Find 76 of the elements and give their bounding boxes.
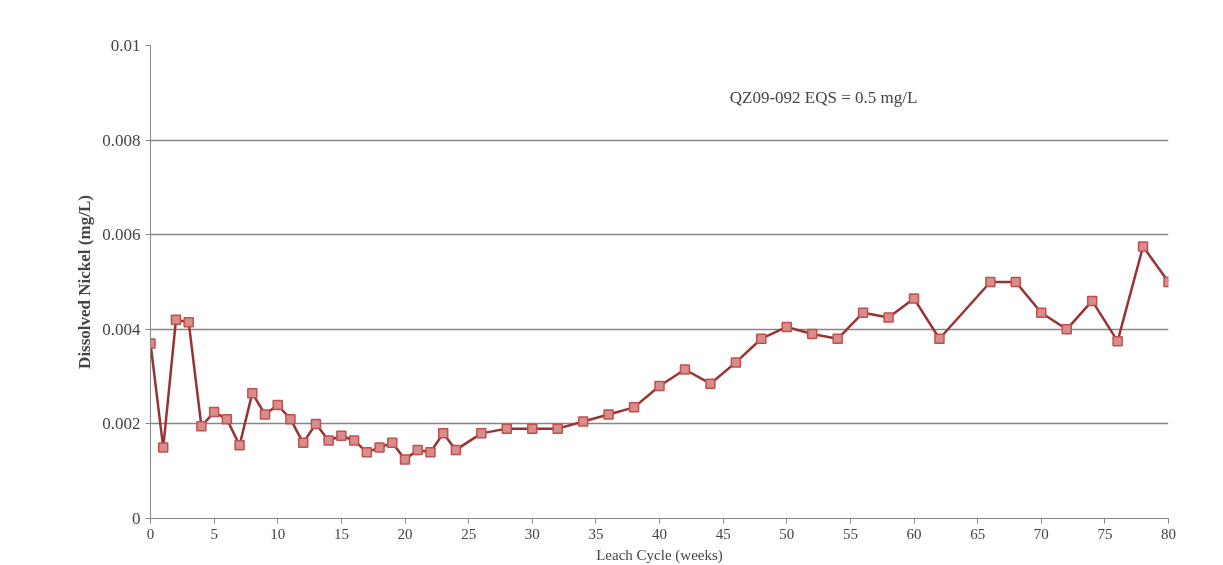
point xyxy=(527,423,538,434)
point xyxy=(628,402,640,413)
x-tick-label: 25 xyxy=(461,525,477,542)
point xyxy=(934,333,945,345)
annotation: QZ09-092 EQS = 0.5 mg/L xyxy=(729,88,918,108)
point xyxy=(310,418,322,430)
point xyxy=(832,333,843,345)
point xyxy=(1061,324,1072,335)
point xyxy=(806,328,818,340)
x-tick-label: 30 xyxy=(524,525,540,542)
point xyxy=(1137,241,1149,252)
x-tick-label: 65 xyxy=(970,525,986,542)
point xyxy=(501,423,513,434)
y-axis-title: Dissolved Nickel (mg/L) xyxy=(75,195,95,369)
point xyxy=(170,314,182,326)
point xyxy=(437,428,449,439)
x-tick-label: 45 xyxy=(715,525,731,542)
point xyxy=(285,413,296,425)
point xyxy=(272,399,283,411)
x-tick-label: 80 xyxy=(1161,525,1176,542)
y-tick-label: 0.004 xyxy=(102,319,141,339)
x-tick-label: 40 xyxy=(652,525,667,542)
y-tick-label: 0.008 xyxy=(102,130,141,150)
point xyxy=(781,321,792,333)
x-tick-label: 0 xyxy=(146,525,155,542)
point xyxy=(756,333,767,345)
point xyxy=(247,387,258,399)
point xyxy=(234,439,245,451)
x-tick-label: 5 xyxy=(210,525,218,542)
y-tick-label: 0.01 xyxy=(110,36,141,55)
point xyxy=(412,444,423,456)
point xyxy=(196,421,207,432)
point xyxy=(387,437,398,449)
x-tick-label: 75 xyxy=(1097,525,1113,542)
x-tick-label: 20 xyxy=(397,525,413,542)
point xyxy=(476,428,487,439)
point xyxy=(883,312,894,323)
point xyxy=(654,380,665,392)
point xyxy=(577,416,589,427)
point xyxy=(679,364,691,375)
x-tick-label: 10 xyxy=(270,525,286,542)
x-tick-label: 50 xyxy=(779,525,795,542)
x-tick-label: 60 xyxy=(906,525,922,542)
point xyxy=(552,423,563,434)
point xyxy=(425,447,436,458)
point xyxy=(221,413,233,425)
y-tick-label: 0 xyxy=(132,509,141,528)
point xyxy=(361,447,373,458)
point xyxy=(1010,276,1022,288)
point xyxy=(348,435,360,446)
point xyxy=(908,293,920,304)
point xyxy=(374,442,385,453)
point xyxy=(705,378,716,389)
point xyxy=(1112,335,1123,347)
point xyxy=(730,357,742,368)
point xyxy=(985,276,996,288)
point xyxy=(336,430,347,441)
y-tick-label: 0.002 xyxy=(102,414,141,434)
point xyxy=(183,316,194,328)
point xyxy=(297,437,309,449)
point xyxy=(208,406,220,418)
point xyxy=(1086,295,1098,307)
y-tick-label: 0.006 xyxy=(102,225,141,245)
point xyxy=(857,307,869,318)
point xyxy=(450,444,462,456)
point xyxy=(399,454,411,465)
point xyxy=(603,409,614,420)
x-tick-label: 70 xyxy=(1033,525,1049,542)
point xyxy=(157,442,169,453)
point xyxy=(323,435,334,446)
point xyxy=(1036,307,1047,318)
x-tick-label: 35 xyxy=(588,525,604,542)
point xyxy=(259,409,271,420)
x-tick-label: 55 xyxy=(842,525,858,542)
x-tick-label: 15 xyxy=(333,525,349,542)
x-axis-title: Leach Cycle (weeks) xyxy=(596,546,723,564)
